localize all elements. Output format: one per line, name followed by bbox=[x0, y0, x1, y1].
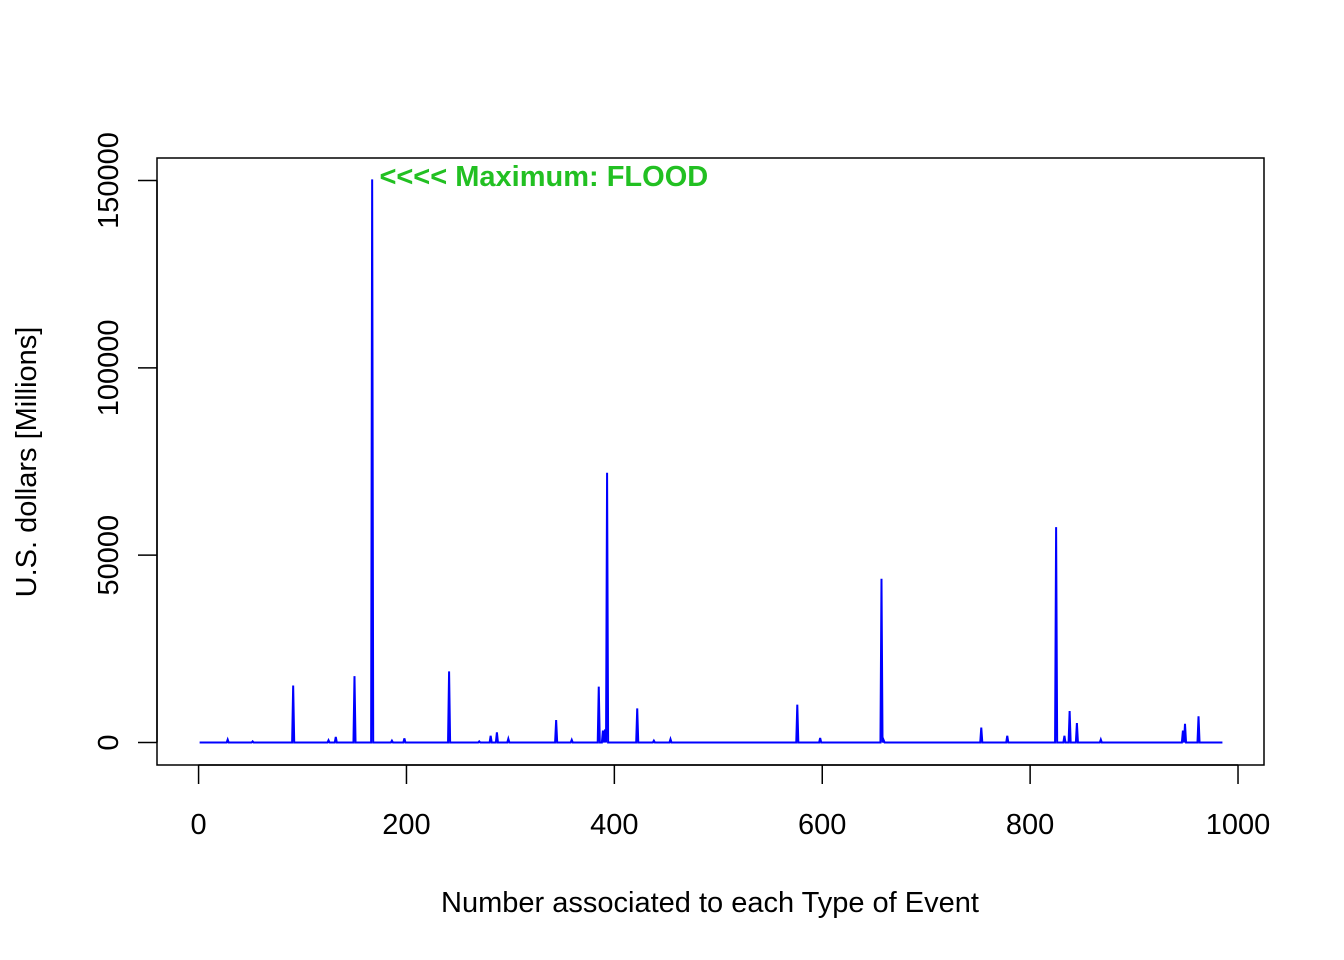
x-tick-label: 400 bbox=[590, 809, 638, 841]
y-axis: 0 50000 100000 150000 bbox=[93, 132, 158, 751]
y-tick-label: 150000 bbox=[93, 132, 125, 229]
plot-frame bbox=[156, 157, 1265, 766]
series-line bbox=[199, 179, 1223, 744]
max-annotation: <<<< Maximum: FLOOD bbox=[379, 161, 708, 193]
x-tick-label: 0 bbox=[191, 809, 207, 841]
x-axis-label: Number associated to each Type of Event bbox=[441, 887, 979, 919]
y-axis-label: U.S. dollars [Millions] bbox=[11, 327, 43, 598]
x-tick-label: 600 bbox=[798, 809, 846, 841]
x-axis: 0 200 400 600 800 1000 bbox=[191, 764, 1271, 841]
y-tick-label: 100000 bbox=[93, 319, 125, 416]
x-tick-label: 1000 bbox=[1206, 809, 1271, 841]
x-tick-label: 800 bbox=[1006, 809, 1054, 841]
y-tick-label: 0 bbox=[93, 734, 125, 750]
y-tick-label: 50000 bbox=[93, 515, 125, 596]
x-tick-label: 200 bbox=[382, 809, 430, 841]
